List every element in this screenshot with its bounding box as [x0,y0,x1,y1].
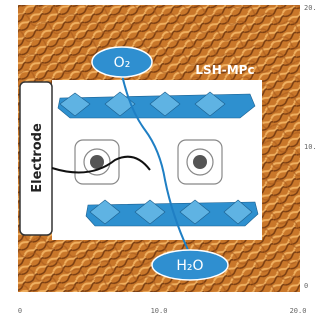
o2-label: O₂ [114,55,131,71]
h2o-label: H₂O [176,258,203,274]
right-tick-label: 0 [304,282,308,290]
bottom-tick-label: 0 [18,307,22,315]
material-label: LSH-MPc [195,63,254,77]
scheme: Electrode [20,75,262,250]
right-tick-label: 10. [304,143,317,151]
electrode-label: Electrode [30,123,45,193]
bottom-tick-label: 10.0 [151,307,168,315]
bottom-tick-label: 20.0 [290,307,307,315]
page: Electrode O₂ LSH-MPc [0,0,332,322]
figure: Electrode O₂ LSH-MPc [0,0,332,322]
right-tick-label: 20. [304,4,317,12]
